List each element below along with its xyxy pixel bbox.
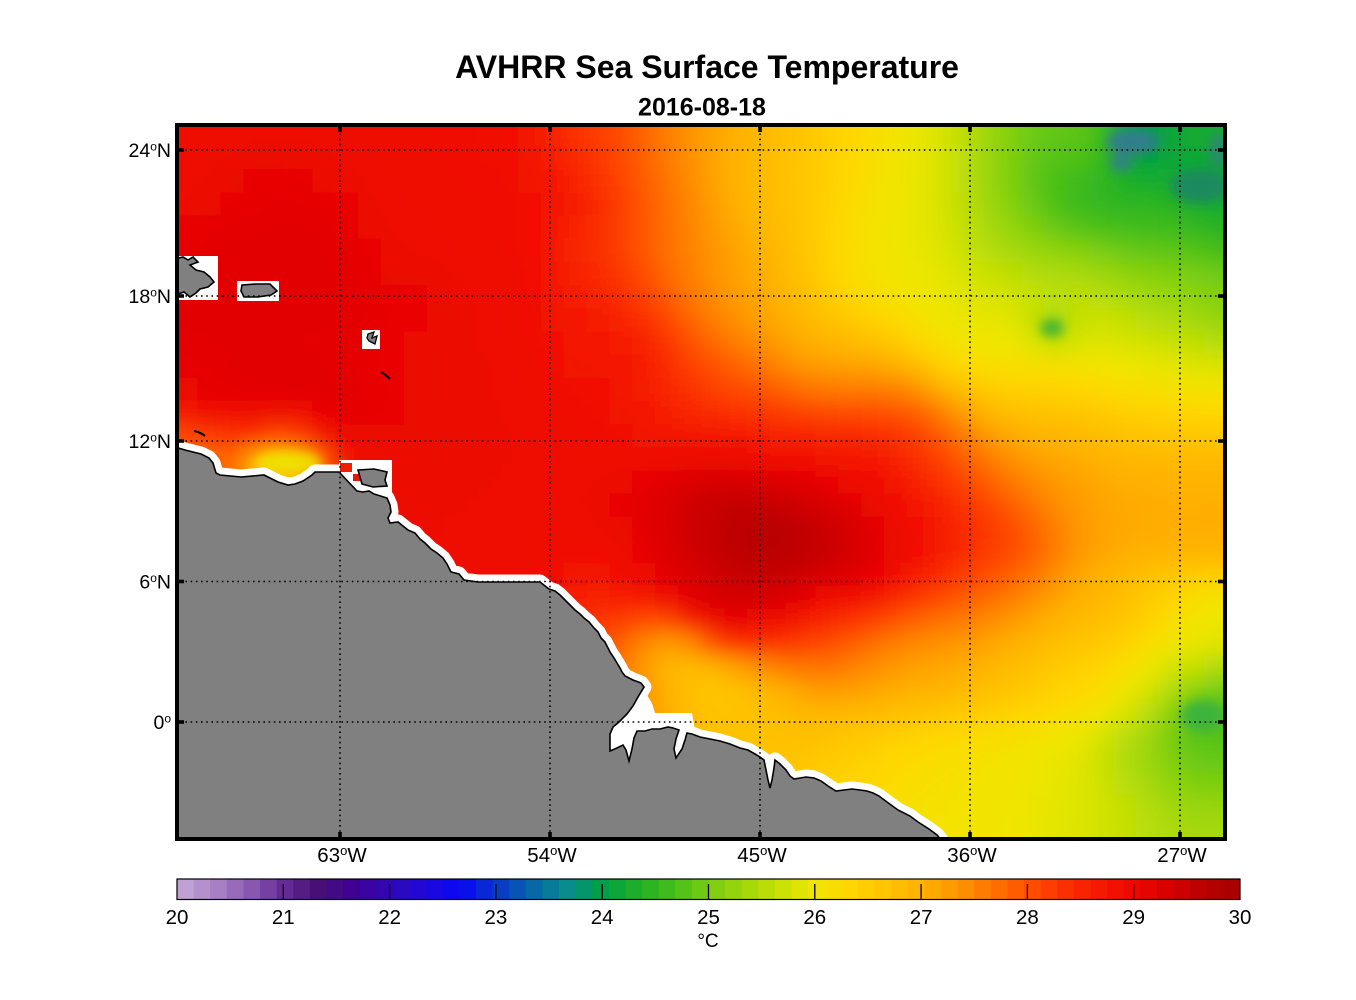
- svg-text:0o: 0o: [153, 712, 171, 735]
- svg-text:30: 30: [1229, 906, 1252, 929]
- svg-text:6oN: 6oN: [139, 571, 171, 594]
- svg-text:18oN: 18oN: [129, 286, 171, 309]
- svg-text:2016-08-18: 2016-08-18: [638, 94, 766, 122]
- svg-text:21: 21: [272, 906, 295, 929]
- svg-text:27oW: 27oW: [1157, 843, 1207, 867]
- svg-text:54oW: 54oW: [527, 843, 577, 867]
- svg-text:23: 23: [484, 906, 507, 929]
- svg-text:24: 24: [591, 906, 614, 929]
- svg-text:22: 22: [378, 906, 401, 929]
- svg-text:20: 20: [166, 906, 189, 929]
- svg-text:27: 27: [910, 906, 933, 929]
- svg-text:29: 29: [1122, 906, 1145, 929]
- svg-text:36oW: 36oW: [947, 843, 997, 867]
- svg-text:°C: °C: [697, 931, 718, 952]
- svg-text:AVHRR Sea Surface Temperature: AVHRR Sea Surface Temperature: [455, 49, 959, 85]
- svg-text:26: 26: [803, 906, 826, 929]
- svg-text:28: 28: [1016, 906, 1039, 929]
- svg-text:12oN: 12oN: [129, 431, 171, 454]
- svg-text:24oN: 24oN: [129, 140, 171, 163]
- svg-text:25: 25: [697, 906, 720, 929]
- svg-text:45oW: 45oW: [737, 843, 787, 867]
- svg-text:63oW: 63oW: [317, 843, 367, 867]
